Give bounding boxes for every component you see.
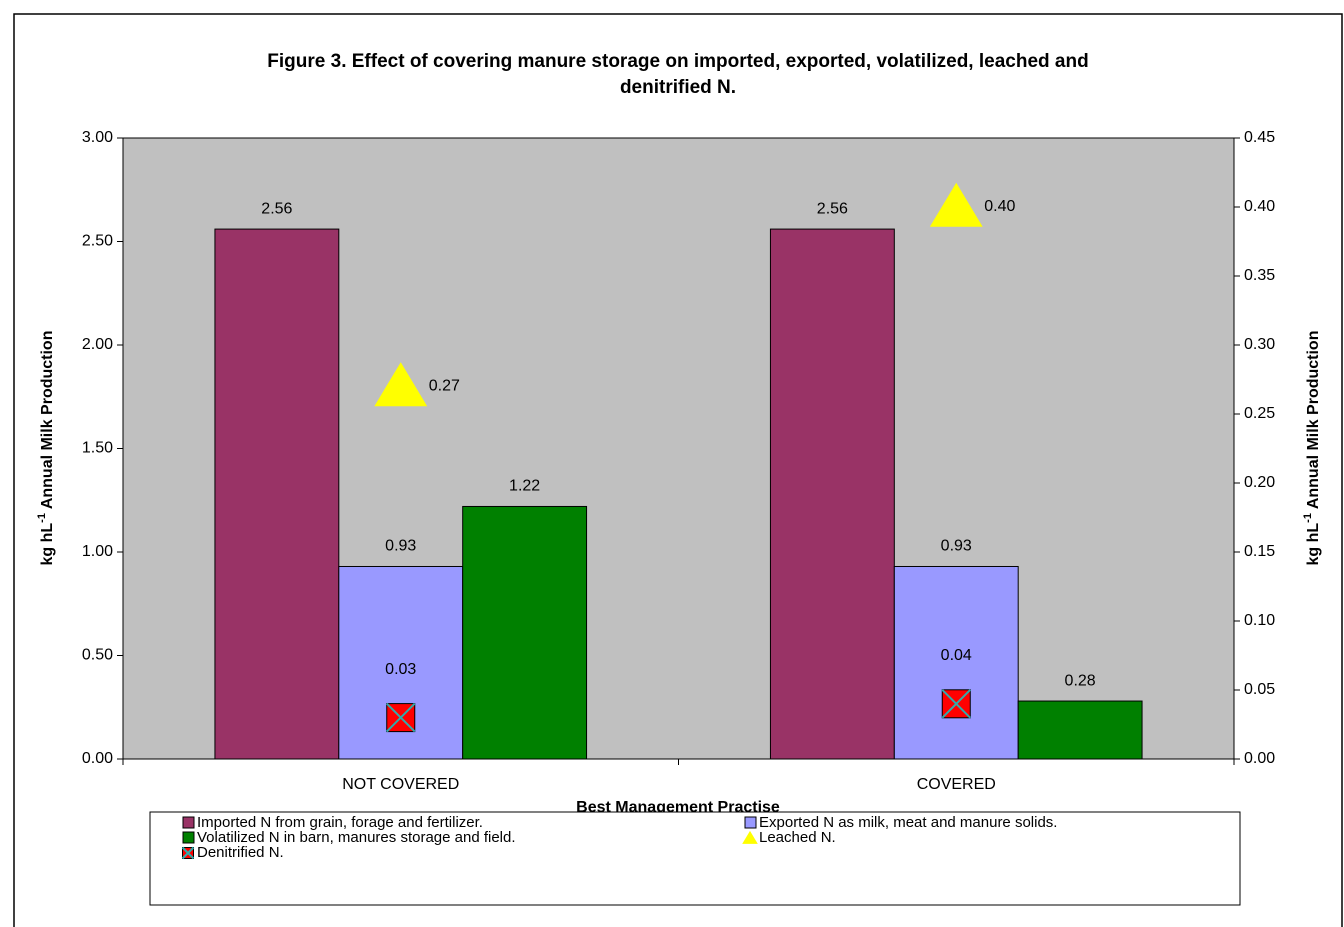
y-axis-title: kg hL-1 Annual Milk Production <box>36 331 56 566</box>
legend-label: Denitrified N. <box>197 844 284 861</box>
legend-swatch <box>182 831 195 844</box>
data-label: 1.22 <box>509 478 540 495</box>
y2-tick-label: 0.05 <box>1244 681 1275 698</box>
bar <box>462 505 588 760</box>
legend-swatch <box>182 816 195 829</box>
y2-tick-label: 0.30 <box>1244 336 1275 353</box>
y2-tick-label: 0.15 <box>1244 543 1275 560</box>
chart-title: Figure 3. Effect of covering manure stor… <box>267 51 1088 72</box>
chart-title: denitrified N. <box>620 77 736 98</box>
marker-cross <box>941 689 971 719</box>
y2-tick-label: 0.25 <box>1244 405 1275 422</box>
y-tick-label: 2.50 <box>82 233 113 250</box>
marker <box>929 182 983 227</box>
legend-label: Exported N as milk, meat and manure soli… <box>759 814 1057 831</box>
marker-cross <box>181 846 195 860</box>
y-axis-title-sup: -1 <box>36 513 48 523</box>
y-axis-title-part: kg hL <box>39 523 56 566</box>
x-tick-label: COVERED <box>917 776 996 793</box>
bar <box>214 228 340 760</box>
data-label: 2.56 <box>261 200 292 217</box>
bar <box>893 565 1019 760</box>
y2-tick-label: 0.45 <box>1244 129 1275 146</box>
data-label: 0.40 <box>984 198 1015 215</box>
marker <box>386 702 416 733</box>
y2-tick-label: 0.40 <box>1244 198 1275 215</box>
data-label: 0.03 <box>385 661 416 678</box>
y2-axis-title-part: Annual Milk Production <box>1305 331 1322 514</box>
y2-axis-title-part: kg hL <box>1305 523 1322 566</box>
chart-border <box>13 13 1343 927</box>
bar <box>1017 700 1143 760</box>
bar <box>769 228 895 760</box>
data-label: 2.56 <box>817 200 848 217</box>
y-axis-title-part: Annual Milk Production <box>39 331 56 514</box>
y-tick-label: 1.50 <box>82 440 113 457</box>
y2-tick-label: 0.10 <box>1244 612 1275 629</box>
legend-label: Leached N. <box>759 829 836 846</box>
legend-swatch <box>742 830 758 844</box>
marker <box>181 846 195 860</box>
legend-label: Imported N from grain, forage and fertil… <box>197 814 483 831</box>
data-label: 0.04 <box>941 647 972 664</box>
y-tick-label: 3.00 <box>82 129 113 146</box>
y2-tick-label: 0.00 <box>1244 750 1275 767</box>
x-tick-label: NOT COVERED <box>342 776 459 793</box>
y2-axis-title-sup: -1 <box>1302 513 1314 523</box>
marker <box>374 362 428 407</box>
y-tick-label: 1.00 <box>82 543 113 560</box>
data-label: 0.93 <box>385 538 416 555</box>
legend-swatch <box>744 816 757 829</box>
data-label: 0.93 <box>941 538 972 555</box>
legend-label: Volatilized N in barn, manures storage a… <box>197 829 516 846</box>
y-tick-label: 0.00 <box>82 750 113 767</box>
data-label: 0.27 <box>429 378 460 395</box>
y2-axis-title: kg hL-1 Annual Milk Production <box>1302 331 1322 566</box>
data-label: 0.28 <box>1065 672 1096 689</box>
marker <box>941 689 971 719</box>
y2-tick-label: 0.35 <box>1244 267 1275 284</box>
y2-tick-label: 0.20 <box>1244 474 1275 491</box>
marker-cross <box>386 702 416 733</box>
y-tick-label: 0.50 <box>82 647 113 664</box>
y-tick-label: 2.00 <box>82 336 113 353</box>
legend-box <box>149 811 1241 906</box>
